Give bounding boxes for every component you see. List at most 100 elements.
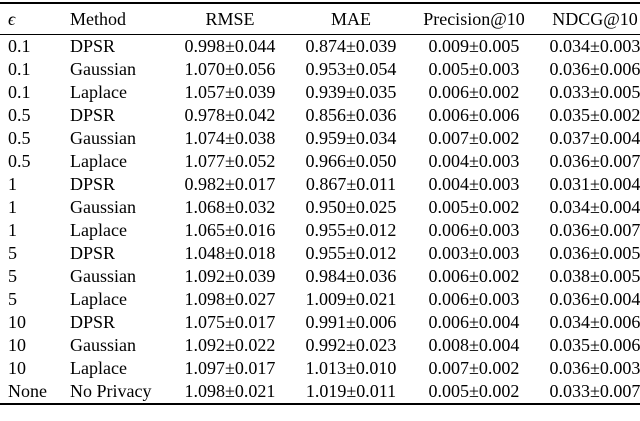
table-row: 0.1 DPSR 0.998±0.044 0.874±0.039 0.009±0.005…	[0, 35, 640, 59]
table-cell: Gaussian	[70, 59, 136, 79]
header-rmse: RMSE	[168, 3, 292, 35]
table-cell: 1.048±0.018	[184, 243, 276, 263]
table-cell: 0.856±0.036	[305, 105, 397, 125]
table-cell: 0.009±0.005	[428, 36, 520, 56]
table-cell: Gaussian	[70, 197, 136, 217]
table-cell: 10	[8, 312, 26, 332]
table-cell: 0.955±0.012	[305, 243, 397, 263]
table-cell: 0.037±0.004	[549, 128, 640, 148]
table-cell: DPSR	[70, 36, 116, 56]
table-cell: 0.033±0.005	[549, 82, 640, 102]
table-cell: 0.005±0.002	[428, 381, 520, 401]
table-cell: DPSR	[70, 105, 116, 125]
table-cell: DPSR	[70, 243, 116, 263]
table-cell: None	[8, 381, 47, 401]
table-cell: 0.874±0.039	[305, 36, 397, 56]
table-cell: 1.098±0.027	[184, 289, 276, 309]
table-cell: 1	[8, 220, 17, 240]
table-cell: 5	[8, 289, 17, 309]
table-cell: Laplace	[70, 82, 127, 102]
table-cell: 0.036±0.005	[549, 243, 640, 263]
table-cell: Laplace	[70, 289, 127, 309]
table-cell: 0.007±0.002	[428, 128, 520, 148]
table-cell: 0.978±0.042	[184, 105, 276, 125]
table-row: 10 Laplace 1.097±0.017 1.013±0.010 0.007±0.0…	[0, 357, 640, 380]
header-row: ϵ Method RMSE MAE Precision@10 NDCG@10	[0, 3, 640, 35]
table-cell: 0.984±0.036	[305, 266, 397, 286]
table-cell: 10	[8, 358, 26, 378]
table-cell: 0.036±0.004	[549, 289, 640, 309]
table-cell: 0.867±0.011	[305, 174, 397, 194]
table-cell: 0.5	[8, 128, 31, 148]
table-cell: 0.038±0.005	[549, 266, 640, 286]
table-cell: 0.959±0.034	[305, 128, 397, 148]
table-cell: 1.009±0.021	[305, 289, 397, 309]
table-row: 1 Gaussian 1.068±0.032 0.950±0.025 0.005±0.0…	[0, 196, 640, 219]
table-cell: 0.5	[8, 151, 31, 171]
table-cell: 0.036±0.007	[549, 151, 640, 171]
table-row: 10 Gaussian 1.092±0.022 0.992±0.023 0.008±0.…	[0, 334, 640, 357]
table-cell: 0.007±0.002	[428, 358, 520, 378]
table-cell: Laplace	[70, 151, 127, 171]
table-cell: 1.074±0.038	[184, 128, 276, 148]
table-cell: 0.004±0.003	[428, 151, 520, 171]
table-row: 0.1 Gaussian 1.070±0.056 0.953±0.054 0.005±0…	[0, 58, 640, 81]
table-cell: 0.1	[8, 82, 31, 102]
table-cell: 0.036±0.006	[549, 59, 640, 79]
table-cell: 0.991±0.006	[305, 312, 397, 332]
table-cell: 0.006±0.003	[428, 289, 520, 309]
table-cell: 0.998±0.044	[184, 36, 276, 56]
table-cell: 1.098±0.021	[184, 381, 276, 401]
table-cell: 1.097±0.017	[184, 358, 276, 378]
table-cell: DPSR	[70, 312, 116, 332]
table-head: ϵ Method RMSE MAE Precision@10 NDCG@10	[0, 3, 640, 35]
table-cell: 0.953±0.054	[305, 59, 397, 79]
table-cell: 0.966±0.050	[305, 151, 397, 171]
table-cell: 1.019±0.011	[305, 381, 397, 401]
table-cell: 0.036±0.007	[549, 220, 640, 240]
table-cell: 0.1	[8, 59, 31, 79]
table-cell: 0.036±0.003	[549, 358, 640, 378]
table-cell: Gaussian	[70, 335, 136, 355]
table-cell: 0.955±0.012	[305, 220, 397, 240]
table-cell: 0.004±0.003	[428, 174, 520, 194]
header-precision: Precision@10	[410, 3, 538, 35]
table-cell: 1.075±0.017	[184, 312, 276, 332]
header-mae: MAE	[292, 3, 410, 35]
table-row: 0.5 DPSR 0.978±0.042 0.856±0.036 0.006±0.006…	[0, 104, 640, 127]
table-row: 1 DPSR 0.982±0.017 0.867±0.011 0.004±0.003 0.…	[0, 173, 640, 196]
table-cell: 0.1	[8, 36, 31, 56]
table-cell: Gaussian	[70, 266, 136, 286]
table-row: 5 DPSR 1.048±0.018 0.955±0.012 0.003±0.003 0.…	[0, 242, 640, 265]
table-cell: 0.034±0.006	[549, 312, 640, 332]
table-cell: 0.033±0.007	[549, 381, 640, 401]
table-cell: No Privacy	[70, 381, 152, 401]
header-epsilon: ϵ	[0, 3, 66, 35]
table-cell: 0.939±0.035	[305, 82, 397, 102]
table-row: 10 DPSR 1.075±0.017 0.991±0.006 0.006±0.004 0…	[0, 311, 640, 334]
table-cell: 0.034±0.003	[549, 36, 640, 56]
table-cell: 1.013±0.010	[305, 358, 397, 378]
table-cell: 1.057±0.039	[184, 82, 276, 102]
table-cell: 0.031±0.004	[549, 174, 640, 194]
table-cell: 0.5	[8, 105, 31, 125]
table-cell: 1	[8, 197, 17, 217]
table-cell: 0.035±0.002	[549, 105, 640, 125]
table-cell: 0.992±0.023	[305, 335, 397, 355]
table-cell: 0.006±0.006	[428, 105, 520, 125]
table-cell: 0.034±0.004	[549, 197, 640, 217]
table-cell: 0.008±0.004	[428, 335, 520, 355]
header-ndcg: NDCG@10	[538, 3, 640, 35]
table-cell: 0.003±0.003	[428, 243, 520, 263]
table-row: 1 Laplace 1.065±0.016 0.955±0.012 0.006±0.00…	[0, 219, 640, 242]
table-cell: 1.092±0.022	[184, 335, 276, 355]
table-cell: 1.068±0.032	[184, 197, 276, 217]
table-cell: 1.065±0.016	[184, 220, 276, 240]
table-row: None No Privacy 1.098±0.021 1.019±0.011 0.00…	[0, 380, 640, 404]
table-cell: 0.006±0.003	[428, 220, 520, 240]
table-row: 5 Gaussian 1.092±0.039 0.984±0.036 0.006±0.0…	[0, 265, 640, 288]
table-cell: 0.006±0.002	[428, 266, 520, 286]
table-cell: Laplace	[70, 220, 127, 240]
results-table: ϵ Method RMSE MAE Precision@10 NDCG@10 0…	[0, 2, 640, 405]
